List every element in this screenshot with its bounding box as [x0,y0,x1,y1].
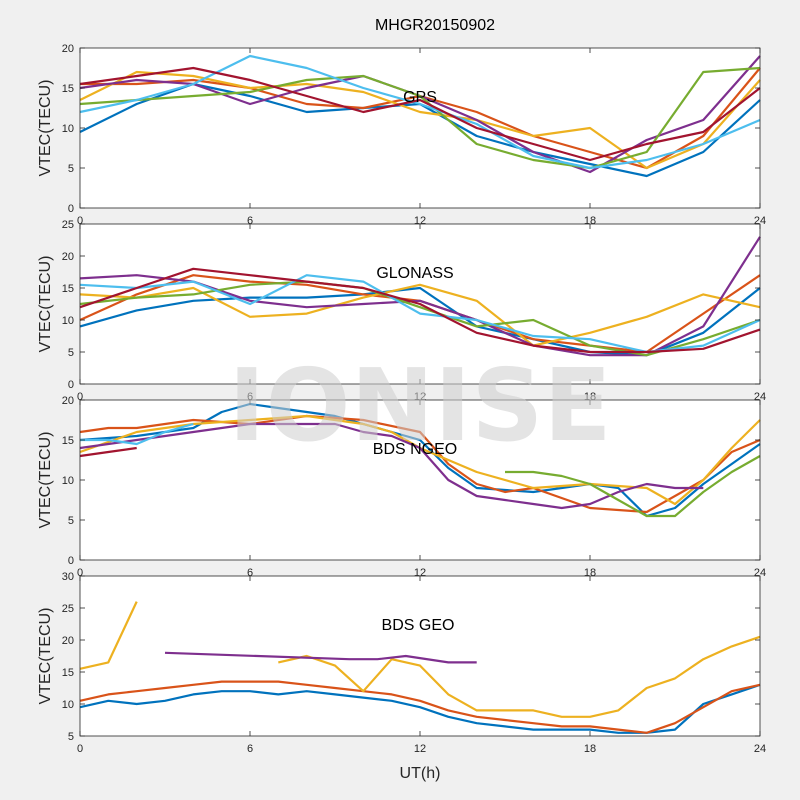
series-line-6 [80,422,194,446]
y-axis-label: VTEC(TECU) [37,80,54,177]
figure-title: MHGR20150902 [375,17,495,34]
x-tick-label: 6 [247,391,253,403]
x-axis-label: UT(h) [400,765,441,782]
plot-area [80,576,760,736]
y-tick-label: 10 [62,123,74,135]
y-tick-label: 10 [62,475,74,487]
y-tick-label: 20 [62,635,74,647]
series-line-7 [79,446,137,458]
y-tick-label: 20 [62,43,74,55]
series-line-2 [79,680,761,734]
x-tick-label: 12 [414,743,426,755]
series-line-6 [79,54,761,170]
y-tick-label: 5 [68,731,74,743]
series-line-7 [79,267,761,354]
x-tick-label: 6 [247,567,253,579]
y-tick-label: 30 [62,571,74,583]
x-tick-label: 0 [77,743,83,755]
series-line-7 [79,66,761,162]
x-tick-label: 18 [584,743,596,755]
y-tick-label: 25 [62,603,74,615]
x-tick-label: 6 [247,743,253,755]
series-line-1 [79,402,761,518]
x-tick-label: 6 [247,215,253,227]
series-line-5 [79,66,761,170]
panel-bds-geo: 0 6 12 18 24 5 10 15 20 25 30 VTEC(TECU) BDS GEO [37,571,766,755]
plot-area [80,48,760,208]
panel-label: BDS NGEO [373,441,457,458]
series-line-5 [505,455,761,518]
panel-label: GLONASS [376,265,453,282]
y-tick-label: 15 [62,435,74,447]
y-tick-label: 5 [68,347,74,359]
series-line-3 [79,414,761,506]
series-line-4 [79,422,704,510]
y-tick-label: 20 [62,251,74,263]
y-tick-label: 5 [68,163,74,175]
y-axis-label: VTEC(TECU) [37,432,54,529]
y-tick-label: 25 [62,219,74,231]
series-line-2 [79,414,761,514]
series-line-4 [164,651,477,664]
y-tick-label: 0 [68,555,74,567]
y-axis-label: VTEC(TECU) [37,608,54,705]
x-tick-label: 24 [754,743,766,755]
x-tick-label: 0 [77,567,83,579]
y-tick-label: 15 [62,83,74,95]
series-line-3 [79,601,761,718]
y-tick-label: 5 [68,515,74,527]
y-tick-label: 15 [62,667,74,679]
watermark: IONISE [228,347,611,464]
y-axis-label: VTEC(TECU) [37,256,54,353]
panel-label: GPS [403,89,437,106]
series-line-3 [79,70,761,170]
y-tick-label: 0 [68,379,74,391]
y-tick-label: 15 [62,283,74,295]
series-line-3 [79,283,761,347]
y-tick-label: 10 [62,315,74,327]
x-tick-label: 0 [77,215,83,227]
series-line-5 [79,280,761,357]
x-tick-label: 0 [77,391,83,403]
panel-label: BDS GEO [382,617,455,634]
y-tick-label: 10 [62,699,74,711]
plot-area [80,400,760,560]
y-tick-label: 20 [62,395,74,407]
y-tick-label: 0 [68,203,74,215]
